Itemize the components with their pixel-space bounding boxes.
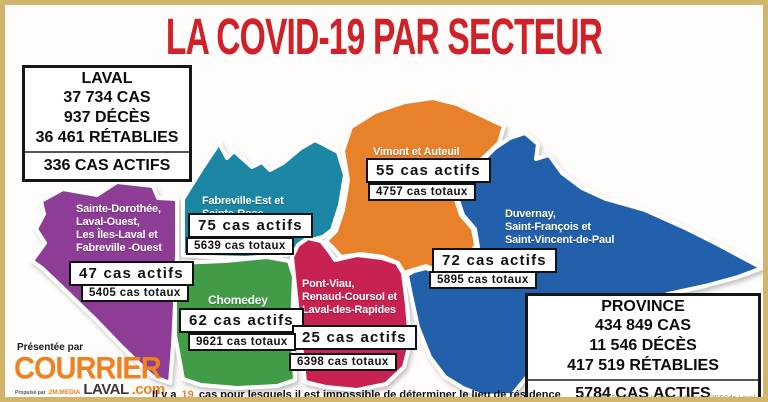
sector-label-duvernay: Duvernay, Saint-François et Saint-Vincen…: [505, 208, 615, 246]
page-title: LA COVID-19 PAR SECTEUR: [165, 9, 603, 66]
totaux-pill-sainte-dorothee: 5405 cas totaux: [81, 284, 189, 302]
totaux-pill-pont-viau: 6398 cas totaux: [289, 353, 397, 371]
laval-deces: 937 DÉCÈS: [63, 109, 151, 126]
province-box-title: PROVINCE: [601, 298, 685, 315]
sector-label-pont-viau: Pont-Viau, Renaud-Coursol et Laval-des-R…: [302, 278, 397, 316]
totaux-pill-vimont: 4757 cas totaux: [368, 183, 476, 201]
province-cas-actifs: 5784 CAS ACTIFS: [528, 379, 758, 397]
sector-shape-pont-viau: [290, 236, 412, 392]
laval-cas-actifs: 336 CAS ACTIFS: [25, 151, 189, 179]
province-deces: 11 546 DÉCÈS: [589, 337, 697, 354]
totaux-pill-duvernay: 5895 cas totaux: [429, 271, 537, 289]
actifs-pill-chomedey: 62 cas actifs: [179, 308, 304, 333]
actifs-pill-duvernay: 72 cas actifs: [432, 248, 557, 273]
actifs-pill-sainte-dorothee: 47 cas actifs: [69, 261, 194, 286]
data-source-credit: Données: Direction de la santé publique,…: [579, 395, 756, 402]
sector-label-chomedey: Chomedey: [208, 293, 268, 307]
province-retablies: 417 519 RÉTABLIES: [567, 357, 719, 374]
note-count: 19: [181, 389, 194, 401]
province-cas: 434 849 CAS: [594, 317, 692, 334]
totaux-pill-fabreville-est: 5639 cas totaux: [186, 237, 294, 255]
laval-cas: 37 734 CAS: [63, 89, 151, 106]
actifs-pill-pont-viau: 25 cas actifs: [292, 325, 417, 350]
propulse-par-label: Propulsé par: [15, 390, 46, 396]
laval-logo-text: LAVAL: [83, 381, 129, 398]
laval-box-title: LAVAL: [81, 70, 133, 87]
sector-shape-duvernay: [405, 131, 763, 397]
presented-by-label: Présentée par: [17, 342, 84, 353]
actifs-pill-vimont: 55 cas actifs: [366, 158, 491, 183]
actifs-pill-fabreville-est: 75 cas actifs: [188, 213, 313, 238]
totaux-pill-chomedey: 9621 cas totaux: [188, 333, 296, 351]
laval-retablies: 36 461 RÉTABLIES: [35, 129, 179, 146]
note-prefix: Il y a: [152, 389, 177, 401]
laval-com-suffix: .com: [131, 381, 166, 398]
logo-subline: Propulsé par 2M.MEDIA LAVAL .com: [15, 381, 166, 398]
residence-note: Il y a 19 cas pour lesquels il est impos…: [152, 389, 561, 401]
laval-stats-box: LAVAL 37 734 CAS 937 DÉCÈS 36 461 RÉTABL…: [22, 65, 192, 182]
sector-label-sainte-dorothee: Sainte-Dorothée, Laval-Ouest, Les Îles-L…: [76, 203, 162, 254]
2m-media-label: 2M.MEDIA: [48, 389, 81, 396]
province-stats-box: PROVINCE 434 849 CAS 11 546 DÉCÈS 417 51…: [525, 293, 761, 397]
laval-sector-map: [30, 96, 763, 397]
sector-label-vimont: Vimont et Auteuil: [373, 146, 460, 158]
courrier-logo: COURRIER: [14, 351, 162, 387]
note-suffix: cas pour lesquels il est impossible de d…: [198, 389, 561, 401]
